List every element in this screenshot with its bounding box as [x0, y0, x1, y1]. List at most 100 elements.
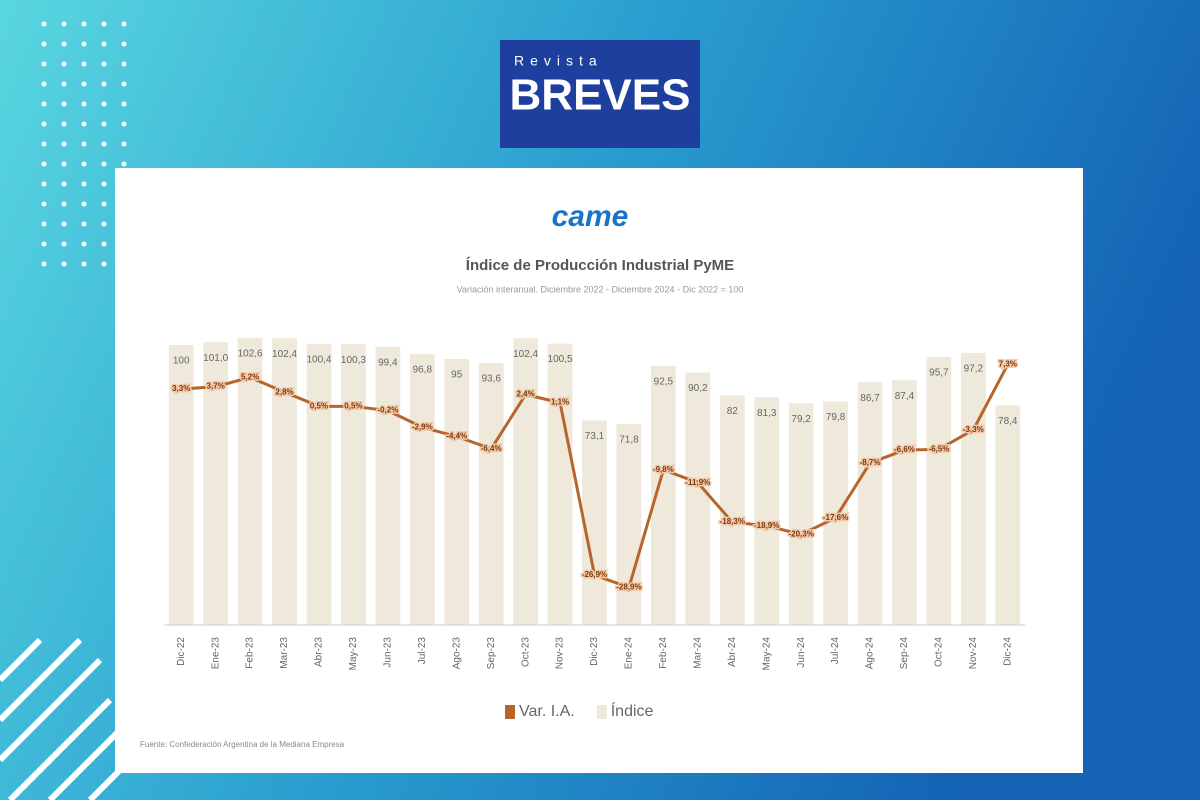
x-tick-label: Oct-24 — [934, 637, 945, 667]
x-tick-label: Ene-23 — [210, 637, 221, 670]
bar — [513, 338, 539, 625]
x-tick-label: Mar-24 — [692, 637, 703, 669]
line-value-label: -11,9% — [685, 478, 710, 487]
x-tick-label: Sep-23 — [486, 637, 497, 670]
logo: came — [552, 200, 629, 233]
bar — [272, 338, 297, 625]
line-value-label: 0,5% — [310, 401, 328, 410]
bar-value-label: 99,4 — [378, 357, 398, 368]
line-value-label: -18,3% — [720, 517, 745, 526]
x-tick-label: Dic-24 — [1002, 637, 1013, 666]
line-point — [970, 426, 977, 433]
x-tick-label: Abr-23 — [314, 637, 325, 667]
line-value-label: 0,5% — [344, 401, 362, 410]
line-point — [557, 399, 564, 406]
line-value-label: -4,4% — [446, 432, 467, 441]
x-tick-label: Oct-23 — [520, 637, 531, 667]
x-tick-label: Ago-23 — [451, 637, 462, 670]
bar-value-label: 102,6 — [238, 348, 263, 359]
line-value-label: 5,2% — [241, 372, 259, 381]
x-tick-label: Jun-24 — [796, 637, 807, 668]
bar-value-label: 100 — [173, 356, 190, 367]
brand-box — [500, 40, 700, 148]
x-tick-label: Ene-24 — [624, 637, 635, 670]
line-value-label: -20,3% — [788, 530, 813, 539]
x-tick-label: May-24 — [761, 637, 772, 671]
line-point — [281, 389, 288, 396]
line-value-label: 2,8% — [275, 387, 293, 396]
bar — [237, 337, 263, 625]
bar-value-label: 95 — [451, 370, 463, 381]
line-point — [315, 403, 322, 410]
line-value-label: 3,7% — [207, 382, 225, 391]
legend-swatch — [596, 705, 607, 719]
line-point — [660, 466, 667, 473]
bar-value-label: 101,0 — [203, 353, 228, 364]
line-value-label: 3,3% — [172, 384, 190, 393]
dot-decoration — [38, 16, 130, 268]
bar — [685, 372, 711, 625]
line-point — [591, 572, 598, 579]
x-tick-label: Feb-23 — [245, 637, 256, 669]
x-tick-label: Abr-24 — [727, 637, 738, 667]
x-tick-label: Ago-24 — [865, 637, 876, 670]
line-point — [832, 514, 839, 521]
bar-value-label: 73,1 — [585, 431, 605, 442]
line-point — [798, 531, 805, 538]
bar — [857, 382, 883, 625]
x-tick-label: Sep-24 — [899, 637, 910, 670]
line-point — [729, 519, 736, 526]
bar — [616, 423, 642, 625]
chart-subtitle: Variación interanual. Diciembre 2022 - D… — [457, 284, 744, 294]
line-point — [384, 407, 391, 414]
line-value-label: -6,5% — [928, 445, 949, 454]
bar — [341, 344, 366, 625]
bar-value-label: 96,8 — [413, 365, 433, 376]
line-point — [867, 459, 874, 466]
bar — [547, 343, 573, 625]
line-value-label: 1,1% — [551, 398, 569, 407]
x-tick-label: Jul-24 — [830, 637, 841, 665]
bar — [306, 343, 332, 625]
line-value-label: -6,4% — [481, 444, 502, 453]
line-point — [901, 447, 908, 454]
line-value-label: 2,4% — [517, 390, 535, 399]
x-tick-label: Nov-23 — [555, 637, 566, 670]
bar — [995, 405, 1021, 625]
line-value-label: 7,3% — [999, 360, 1017, 369]
bar — [926, 357, 952, 625]
line-point — [1004, 361, 1011, 368]
bar-value-label: 79,2 — [791, 414, 811, 425]
line-point — [247, 374, 254, 381]
bar — [719, 395, 745, 625]
line-point — [178, 386, 185, 393]
line-point — [763, 522, 770, 529]
line-value-label: -3,3% — [963, 425, 984, 434]
bar-value-label: 102,4 — [272, 349, 297, 360]
brand: BREVES — [510, 71, 691, 120]
line-point — [419, 424, 426, 431]
bar-value-label: 79,8 — [826, 412, 846, 423]
bar — [582, 420, 607, 625]
bar-value-label: 78,4 — [998, 416, 1018, 427]
line-value-label: -17,6% — [823, 513, 848, 522]
line-point — [694, 479, 701, 486]
bar — [444, 359, 470, 625]
line-point — [453, 433, 460, 440]
bar-value-label: 100,3 — [341, 355, 366, 366]
bar — [375, 346, 401, 625]
line-point — [212, 383, 219, 390]
x-tick-label: Dic-23 — [589, 637, 600, 666]
line-value-label: -8,7% — [860, 458, 881, 467]
bar-value-label: 86,7 — [860, 393, 880, 404]
line-value-label: -18,9% — [754, 521, 779, 530]
bar — [754, 397, 780, 625]
line-point — [935, 446, 942, 453]
line-point — [625, 584, 632, 591]
bar-value-label: 87,4 — [895, 391, 915, 402]
legend-swatch — [505, 705, 515, 719]
x-tick-label: Dic-22 — [176, 637, 187, 666]
bar — [788, 403, 814, 625]
